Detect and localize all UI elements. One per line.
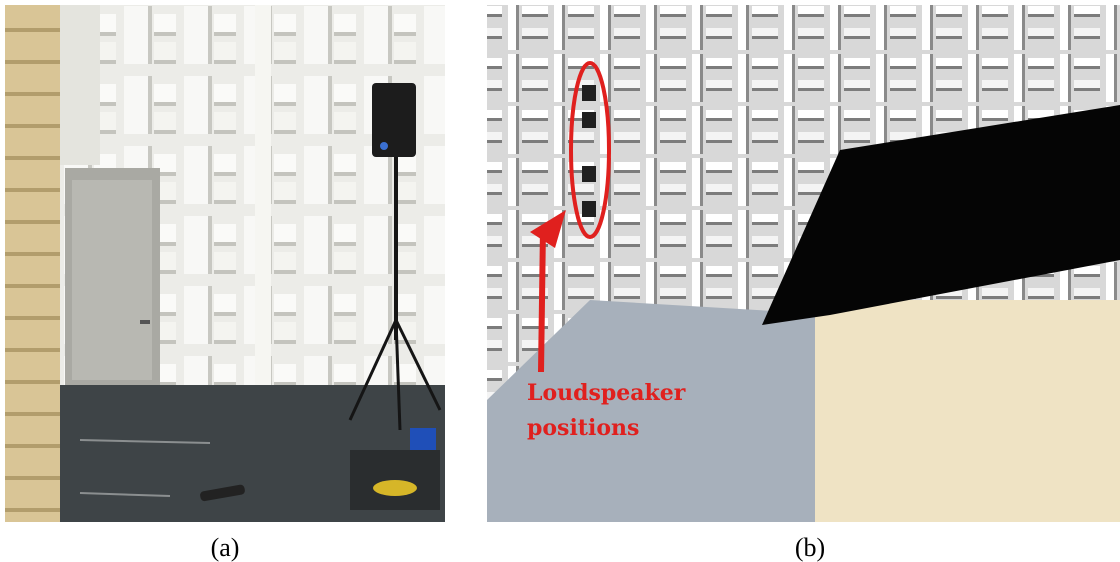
page: {"panels": [{"caption": "(a)"}, {"captio… [0,0,1120,562]
caption: (a) [211,533,240,562]
figure: (a) Loudspeaker positions (b) [0,0,1120,562]
photo-b [487,5,1120,522]
photo-a [5,5,445,522]
annotation: Loudspeaker [527,380,686,406]
caption: (b) [795,533,825,562]
annotation: positions [527,415,639,441]
